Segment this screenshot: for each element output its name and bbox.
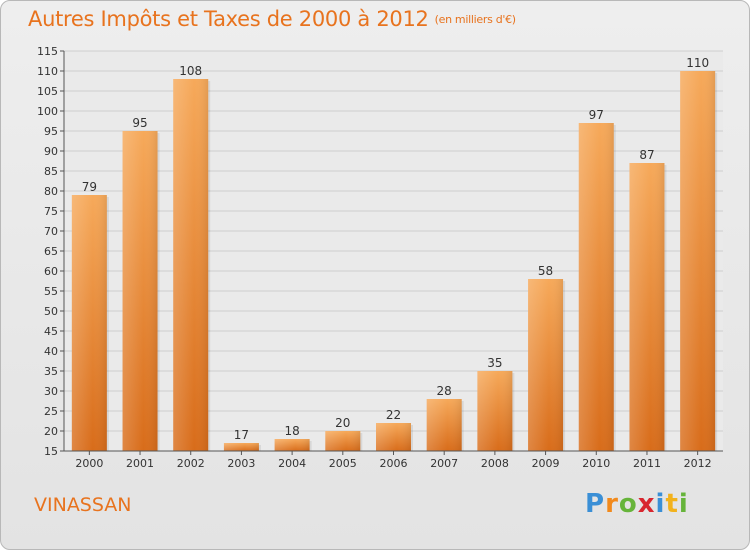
x-tick-label: 2012: [684, 457, 712, 470]
bar-highlight: [426, 399, 462, 451]
x-tick-label: 2011: [633, 457, 661, 470]
bar-highlight: [325, 431, 361, 451]
y-tick-label: 110: [37, 65, 58, 78]
y-tick-label: 85: [44, 165, 58, 178]
bar-highlight: [122, 131, 158, 451]
x-tick-label: 2009: [532, 457, 560, 470]
y-tick-label: 65: [44, 245, 58, 258]
x-tick-label: 2000: [75, 457, 103, 470]
bar-highlight: [173, 79, 209, 451]
y-tick-label: 25: [44, 405, 58, 418]
bar-highlight: [477, 371, 513, 451]
y-tick-label: 115: [37, 45, 58, 58]
logo-letter: i: [678, 489, 689, 519]
data-label: 95: [132, 116, 147, 130]
y-tick-label: 90: [44, 145, 58, 158]
data-label: 18: [284, 424, 299, 438]
x-axis-ticks: 2000 2001 2002 2003 2004 2005 2006 2007 2008 2009…: [75, 451, 712, 470]
bar-highlight: [71, 195, 107, 451]
x-tick-label: 2001: [126, 457, 154, 470]
y-tick-label: 100: [37, 105, 58, 118]
x-tick-label: 2004: [278, 457, 306, 470]
bar-highlight: [274, 439, 310, 451]
x-tick-label: 2005: [329, 457, 357, 470]
bar-highlight: [223, 443, 259, 451]
data-label: 28: [437, 384, 452, 398]
y-tick-label: 80: [44, 185, 58, 198]
y-tick-label: 60: [44, 265, 58, 278]
commune-name: VINASSAN: [34, 494, 132, 516]
y-tick-label: 75: [44, 205, 58, 218]
data-label: 58: [538, 264, 553, 278]
bar-highlight: [629, 163, 665, 451]
data-label: 87: [639, 148, 654, 162]
data-label: 108: [179, 64, 202, 78]
y-tick-label: 70: [44, 225, 58, 238]
y-tick-label: 40: [44, 345, 58, 358]
data-label: 20: [335, 416, 350, 430]
x-tick-label: 2006: [380, 457, 408, 470]
data-labels: 79 95 108 17 18 20 22 28 35 58 97 87 110: [82, 56, 709, 442]
logo-letter: P: [585, 489, 606, 519]
data-label: 22: [386, 408, 401, 422]
x-tick-label: 2008: [481, 457, 509, 470]
logo-letter: o: [618, 489, 638, 519]
x-tick-label: 2007: [430, 457, 458, 470]
bar-highlight: [376, 423, 411, 451]
logo-letter: r: [605, 489, 619, 519]
data-label: 110: [686, 56, 709, 70]
x-tick-label: 2002: [177, 457, 205, 470]
y-tick-label: 50: [44, 305, 58, 318]
y-tick-label: 15: [44, 445, 58, 458]
data-label: 79: [82, 180, 97, 194]
y-axis-ticks: 15 20 25 30 35 40 45 50 55 60 65 70 75 80 85 90 95 100 105…: [37, 45, 64, 458]
y-tick-label: 105: [37, 85, 58, 98]
y-tick-label: 55: [44, 285, 58, 298]
y-tick-label: 20: [44, 425, 58, 438]
proxiti-logo: Proxiti: [585, 489, 689, 519]
data-label: 97: [589, 108, 604, 122]
unit-note: (en milliers d'€): [434, 13, 516, 26]
x-tick-label: 2003: [227, 457, 255, 470]
chart-title-text: Autres Impôts et Taxes de 2000 à 2012: [28, 7, 429, 31]
y-tick-label: 95: [44, 125, 58, 138]
bar-highlight: [578, 123, 614, 451]
y-tick-label: 30: [44, 385, 58, 398]
y-tick-label: 35: [44, 365, 58, 378]
bar-highlight: [528, 279, 564, 451]
data-label: 17: [234, 428, 249, 442]
axes: [63, 51, 723, 452]
bar-highlight: [680, 71, 716, 451]
logo-letter: t: [665, 489, 679, 519]
logo-letter: i: [655, 489, 666, 519]
gridlines: [64, 50, 723, 452]
logo-letter: x: [637, 489, 656, 519]
data-label: 35: [487, 356, 502, 370]
bars: [71, 71, 718, 451]
chart-title: Autres Impôts et Taxes de 2000 à 2012 (en…: [28, 7, 516, 31]
x-tick-label: 2010: [582, 457, 610, 470]
y-tick-label: 45: [44, 325, 58, 338]
